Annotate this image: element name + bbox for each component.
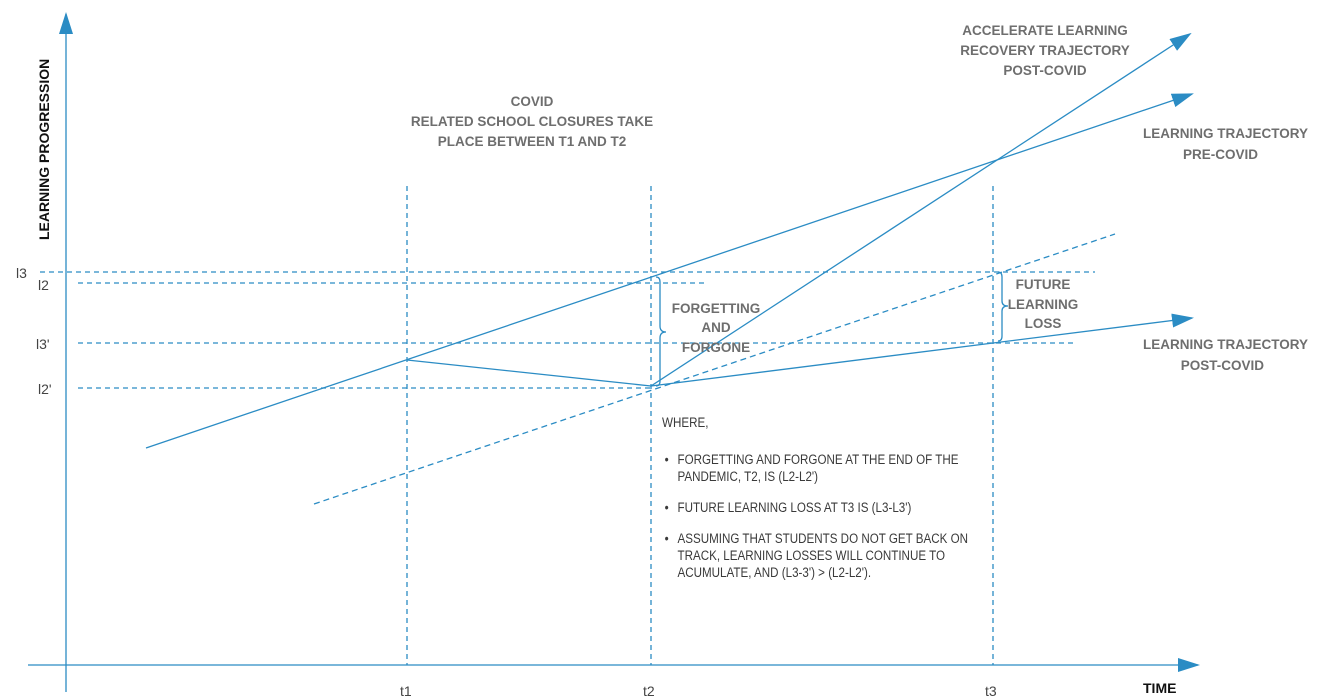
accelerated-recovery-trajectory xyxy=(650,32,1192,387)
covid-dip-segment xyxy=(406,359,652,387)
bullet-icon: • xyxy=(664,531,669,546)
bullet-icon: • xyxy=(664,500,669,515)
post-covid-label-line-1: LEARNING TRAJECTORY xyxy=(1143,337,1308,352)
note-bullet: • FORGETTING AND FORGONE AT THE END OF TH… xyxy=(662,451,987,485)
future-loss-label-line-2: LEARNING xyxy=(1008,297,1079,312)
note-bullet-text: FUTURE LEARNING LOSS AT T3 IS (L3-L3') xyxy=(677,500,912,515)
note-bullet: • ASSUMING THAT STUDENTS DO NOT GET BACK … xyxy=(662,530,987,581)
level-gridlines xyxy=(40,271,1095,389)
definitions-note: WHERE, • FORGETTING AND FORGONE AT THE EN… xyxy=(662,414,972,595)
t1-tick-label: t1 xyxy=(400,683,412,699)
pre-covid-trajectory xyxy=(145,93,1194,449)
x-axis-label: TIME xyxy=(1143,680,1176,696)
covid-note-line-2: RELATED SCHOOL CLOSURES TAKE xyxy=(411,114,653,129)
pre-covid-label-line-1: LEARNING TRAJECTORY xyxy=(1143,126,1308,141)
forgetting-label-line-1: FORGETTING xyxy=(672,301,761,316)
t3-tick-label: t3 xyxy=(985,683,997,699)
forgetting-brace xyxy=(655,276,667,387)
note-bullet-text: ASSUMING THAT STUDENTS DO NOT GET BACK O… xyxy=(677,531,968,580)
bullet-icon: • xyxy=(664,452,669,467)
pre-covid-label-line-2: PRE-COVID xyxy=(1183,147,1258,162)
note-heading: WHERE, xyxy=(662,415,709,430)
time-gridlines xyxy=(406,186,994,665)
l2prime-tick-label: l2' xyxy=(38,381,52,397)
pre-covid-trend-extension xyxy=(313,233,1116,505)
future-loss-brace xyxy=(997,271,1009,342)
note-bullet-text: FORGETTING AND FORGONE AT THE END OF THE… xyxy=(677,452,959,484)
l3prime-tick-label: l3' xyxy=(36,336,50,352)
accelerate-label-line-3: POST-COVID xyxy=(1003,63,1087,78)
future-loss-label-line-1: FUTURE xyxy=(1016,277,1071,292)
y-axis-label: LEARNING PROGRESSION xyxy=(36,59,52,240)
covid-closure-note: COVID RELATED SCHOOL CLOSURES TAKE PLACE… xyxy=(411,94,653,149)
covid-note-line-1: COVID xyxy=(511,94,554,109)
forgetting-label-line-2: AND xyxy=(701,320,730,335)
accelerate-label-line-2: RECOVERY TRAJECTORY xyxy=(960,43,1130,58)
future-loss-label-line-3: LOSS xyxy=(1025,316,1062,331)
covid-note-line-3: PLACE BETWEEN T1 AND T2 xyxy=(438,134,627,149)
pre-covid-label: LEARNING TRAJECTORY PRE-COVID xyxy=(1143,126,1308,162)
accelerate-label-line-1: ACCELERATE LEARNING xyxy=(962,23,1128,38)
future-loss-label: FUTURE LEARNING LOSS xyxy=(1008,277,1079,331)
t2-tick-label: t2 xyxy=(643,683,655,699)
post-covid-label: LEARNING TRAJECTORY POST-COVID xyxy=(1143,337,1308,373)
l2-tick-label: l2 xyxy=(38,277,49,293)
forgetting-label: FORGETTING AND FORGONE xyxy=(672,301,761,355)
l3-tick-label: l3 xyxy=(16,265,27,281)
note-bullet: • FUTURE LEARNING LOSS AT T3 IS (L3-L3') xyxy=(662,499,987,516)
accelerate-label: ACCELERATE LEARNING RECOVERY TRAJECTORY … xyxy=(960,23,1130,78)
post-covid-trajectory xyxy=(650,313,1194,387)
forgetting-label-line-3: FORGONE xyxy=(682,340,750,355)
note-bullet-list: • FORGETTING AND FORGONE AT THE END OF TH… xyxy=(662,451,972,581)
post-covid-label-line-2: POST-COVID xyxy=(1181,358,1265,373)
